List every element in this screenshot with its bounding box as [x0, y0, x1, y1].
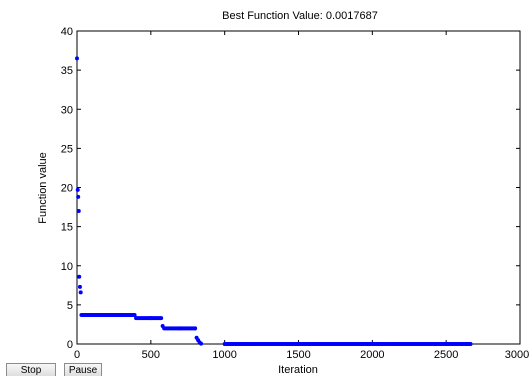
y-tick-label: 15: [61, 222, 73, 234]
chart-title: Best Function Value: 0.0017687: [222, 10, 378, 22]
y-tick-label: 25: [61, 143, 73, 155]
data-point: [76, 208, 81, 213]
data-point: [193, 326, 198, 331]
y-tick-label: 30: [61, 104, 73, 116]
data-point: [75, 187, 80, 192]
y-tick-label: 35: [61, 65, 73, 77]
data-point: [78, 290, 83, 295]
data-point: [75, 56, 79, 61]
data-point: [76, 194, 81, 199]
y-tick-label: 40: [61, 26, 73, 38]
x-tick-label: 1500: [286, 349, 310, 361]
x-tick-label: 1000: [212, 349, 236, 361]
x-tick-label: 500: [142, 349, 160, 361]
data-points: [75, 56, 473, 346]
y-tick-label: 0: [67, 339, 73, 351]
axis-ticks: 0 500 1000 1500 2000 2500 3000 0 5 10 15 20 25 30 35 40: [61, 26, 529, 361]
y-axis-label: Function value: [37, 152, 49, 224]
data-point: [199, 341, 204, 346]
stop-button[interactable]: Stop: [6, 363, 56, 376]
x-axis-label: Iteration: [278, 364, 318, 376]
x-tick-label: 0: [74, 349, 80, 361]
data-point: [77, 284, 82, 289]
data-point: [132, 313, 137, 318]
x-tick-label: 2500: [434, 349, 458, 361]
y-tick-label: 5: [67, 300, 73, 312]
pause-button[interactable]: Pause: [64, 363, 102, 376]
y-tick-label: 10: [61, 261, 73, 273]
data-point: [77, 274, 82, 279]
data-point: [468, 341, 473, 346]
axes-frame: [76, 30, 521, 345]
x-tick-label: 2000: [360, 349, 384, 361]
data-point: [159, 316, 164, 321]
y-tick-label: 20: [61, 183, 73, 195]
x-tick-label: 3000: [505, 349, 529, 361]
